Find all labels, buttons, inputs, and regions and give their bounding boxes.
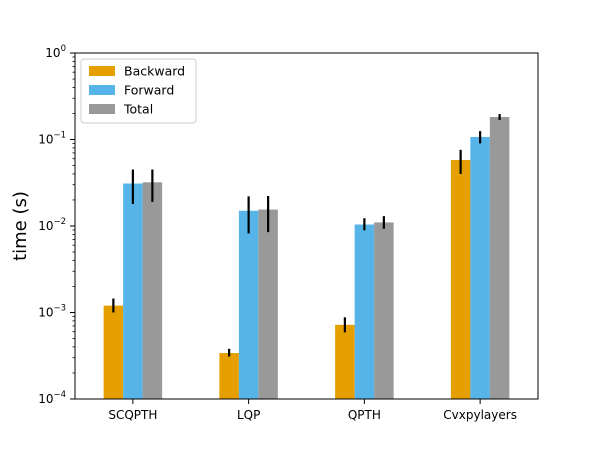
bar-forward-cvxpylayers — [470, 136, 490, 399]
bar-backward-scqpth — [103, 305, 124, 399]
x-axis: SCQPTH LQP QPTH Cvxpylayers — [108, 399, 517, 422]
legend-swatch-backward — [89, 66, 115, 76]
legend-swatch-total — [89, 104, 115, 114]
y-axis: 10−4 10−3 10−2 10−1 100 — [38, 44, 75, 406]
error-bars-layer — [112, 114, 501, 357]
y-axis-label: time (s) — [10, 191, 31, 261]
bar-total-scqpth — [142, 182, 163, 399]
bar-backward-qpth — [335, 324, 355, 399]
y-tick-label: 10−4 — [38, 390, 66, 406]
legend: Backward Forward Total — [80, 58, 197, 124]
x-tick-label-scqpth: SCQPTH — [108, 408, 157, 422]
y-tick-label: 10−1 — [38, 131, 66, 147]
y-tick-label: 100 — [45, 44, 66, 60]
bar-total-cvxpylayers — [489, 117, 510, 400]
x-tick-label-qpth: QPTH — [348, 408, 381, 422]
bar-backward-lqp — [219, 353, 239, 399]
legend-label-forward: Forward — [124, 83, 174, 98]
bar-forward-scqpth — [123, 183, 143, 399]
legend-label-total: Total — [123, 102, 153, 117]
bars-layer — [103, 117, 510, 400]
legend-swatch-forward — [89, 85, 115, 95]
legend-label-backward: Backward — [124, 64, 185, 79]
y-tick-label: 10−2 — [38, 217, 66, 233]
bar-forward-qpth — [354, 224, 375, 399]
bar-total-qpth — [374, 222, 394, 399]
x-tick-label-lqp: LQP — [237, 408, 260, 422]
bar-forward-lqp — [238, 210, 259, 399]
bar-total-lqp — [258, 209, 278, 399]
x-tick-label-cvxpylayers: Cvxpylayers — [443, 408, 517, 422]
y-tick-label: 10−3 — [38, 304, 66, 320]
bar-backward-cvxpylayers — [450, 159, 471, 399]
